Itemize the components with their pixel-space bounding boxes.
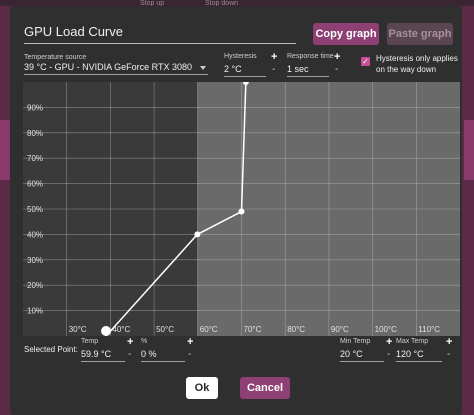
background-panel-left bbox=[0, 120, 10, 180]
selected-temp-increase-button[interactable]: + bbox=[127, 336, 134, 348]
response-time-underline bbox=[287, 76, 329, 77]
selected-temp-underline bbox=[81, 361, 125, 362]
temperature-source-underline bbox=[24, 74, 208, 75]
curve-point bbox=[242, 82, 249, 85]
selected-temp-label: Temp bbox=[81, 338, 99, 345]
y-tick-label: 70% bbox=[27, 154, 43, 163]
hysteresis-increase-button[interactable]: + bbox=[271, 51, 278, 63]
hysteresis-input[interactable]: 2 °C bbox=[224, 64, 242, 74]
x-tick-label: 40°C bbox=[112, 325, 130, 334]
hysteresis-down-checkbox[interactable]: ✓ bbox=[361, 57, 370, 66]
temperature-source-label: Temperature source bbox=[24, 54, 87, 61]
min-temp-input[interactable]: 20 °C bbox=[340, 349, 363, 359]
min-temp-underline bbox=[340, 361, 384, 362]
selected-percent-increase-button[interactable]: + bbox=[187, 336, 194, 348]
curve-point-selected bbox=[101, 326, 112, 336]
min-temp-label: Min Temp bbox=[340, 338, 371, 345]
y-tick-label: 30% bbox=[27, 256, 43, 265]
selected-temp-decrease-button[interactable]: - bbox=[128, 349, 132, 360]
fan-curve-graph[interactable]: 30°C 40°C 50°C 60°C 70°C 80°C 90°C 100°C 110°C 10… bbox=[23, 82, 460, 336]
background-tab-stop-up: Stop up bbox=[140, 0, 165, 7]
curve-point bbox=[194, 231, 201, 238]
selected-percent-label: % bbox=[141, 338, 148, 345]
hysteresis-label: Hysteresis bbox=[224, 53, 257, 60]
max-temp-input[interactable]: 120 °C bbox=[396, 349, 424, 359]
selected-percent-decrease-button[interactable]: - bbox=[188, 349, 192, 360]
gpu-load-curve-dialog: GPU Load Curve Copy graph Paste graph Te… bbox=[10, 6, 462, 415]
max-temp-increase-button[interactable]: + bbox=[446, 336, 453, 348]
paste-graph-button: Paste graph bbox=[387, 23, 453, 45]
selected-percent-input[interactable]: 0 % bbox=[141, 349, 157, 359]
selected-percent-underline bbox=[141, 361, 185, 362]
x-tick-label: 110°C bbox=[418, 325, 440, 334]
response-time-input[interactable]: 1 sec bbox=[287, 64, 309, 74]
background-tab-stop-down: Stop down bbox=[205, 0, 239, 7]
hysteresis-down-label: Hysteresis only applies on the way down bbox=[376, 54, 458, 74]
hysteresis-underline bbox=[224, 76, 266, 77]
x-tick-label: 90°C bbox=[331, 325, 349, 334]
x-tick-label: 30°C bbox=[69, 325, 87, 334]
y-tick-label: 90% bbox=[27, 103, 43, 112]
curve-point bbox=[238, 208, 245, 215]
curve-line bbox=[105, 82, 247, 336]
x-tick-label: 60°C bbox=[200, 325, 218, 334]
x-tick-label: 100°C bbox=[375, 325, 398, 334]
cancel-button[interactable]: Cancel bbox=[240, 377, 290, 399]
response-time-decrease-button[interactable]: - bbox=[335, 64, 339, 75]
x-tick-label: 70°C bbox=[244, 325, 262, 334]
min-temp-decrease-button[interactable]: - bbox=[387, 349, 391, 360]
x-tick-label: 50°C bbox=[156, 325, 174, 334]
ok-button[interactable]: Ok bbox=[186, 377, 218, 399]
response-time-increase-button[interactable]: + bbox=[334, 51, 341, 63]
curve-name-input[interactable]: GPU Load Curve bbox=[24, 24, 296, 44]
chevron-down-icon[interactable] bbox=[200, 66, 206, 70]
background-tab-strip bbox=[0, 0, 474, 6]
temperature-source-select[interactable]: 39 °C - GPU - NVIDIA GeForce RTX 3080 bbox=[24, 62, 192, 72]
response-time-label: Response time bbox=[287, 53, 334, 60]
y-tick-label: 50% bbox=[27, 205, 43, 214]
max-temp-underline bbox=[396, 361, 442, 362]
x-tick-label: 80°C bbox=[287, 325, 305, 334]
max-temp-label: Max Temp bbox=[396, 338, 429, 345]
y-tick-label: 20% bbox=[27, 281, 43, 290]
y-tick-label: 60% bbox=[27, 180, 43, 189]
selected-temp-input[interactable]: 59.9 °C bbox=[81, 349, 112, 359]
background-panel-right bbox=[464, 120, 474, 180]
y-tick-label: 80% bbox=[27, 129, 43, 138]
y-tick-label: 40% bbox=[27, 230, 43, 239]
min-temp-increase-button[interactable]: + bbox=[386, 336, 393, 348]
selected-point-label: Selected Point: bbox=[24, 345, 78, 354]
max-temp-decrease-button[interactable]: - bbox=[447, 349, 451, 360]
hysteresis-decrease-button[interactable]: - bbox=[272, 64, 276, 75]
y-tick-label: 10% bbox=[27, 307, 43, 316]
copy-graph-button[interactable]: Copy graph bbox=[313, 23, 379, 45]
